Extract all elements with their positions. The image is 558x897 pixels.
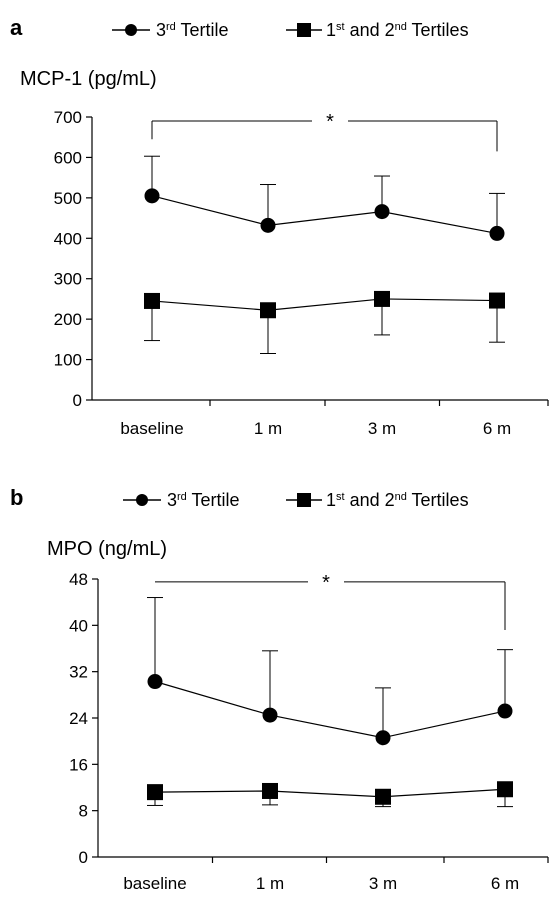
- legend-label-tertiles12: 1st and 2nd Tertiles: [326, 490, 469, 510]
- legend-square-marker: [297, 493, 311, 507]
- x-tick-label: 1 m: [254, 419, 282, 438]
- data-point-circle: [497, 703, 513, 719]
- y-axis-title: MCP-1 (pg/mL): [20, 68, 157, 90]
- y-tick-label: 40: [69, 616, 88, 635]
- y-tick-label: 700: [54, 108, 82, 127]
- series-tertile3: [144, 155, 505, 241]
- x-tick-label: 1 m: [256, 874, 284, 893]
- legend-circle-marker: [136, 494, 148, 506]
- series-tertiles12: [147, 781, 513, 808]
- data-point-square: [260, 302, 276, 319]
- legend-label-tertile3: 3rd Tertile: [156, 20, 229, 40]
- data-point-circle: [489, 225, 505, 241]
- y-tick-label: 16: [69, 755, 88, 774]
- x-tick-label: baseline: [120, 419, 183, 438]
- data-point-circle: [374, 204, 390, 220]
- y-tick-label: 32: [69, 663, 88, 682]
- y-tick-label: 24: [69, 709, 88, 728]
- panel-letter: b: [10, 485, 23, 510]
- data-point-circle: [144, 188, 160, 204]
- x-tick-label: 3 m: [368, 419, 396, 438]
- significance-bracket: *: [155, 572, 506, 630]
- series-line: [151, 195, 498, 235]
- y-tick-label: 400: [54, 229, 82, 248]
- legend-label-tertile3: 3rd Tertile: [167, 490, 240, 510]
- data-point-square: [374, 290, 390, 307]
- data-point-circle: [375, 730, 391, 746]
- legend-circle-marker: [125, 24, 137, 36]
- data-point-square: [144, 292, 160, 309]
- legend: 3rd Tertile 1st and 2nd Tertiles: [123, 490, 469, 510]
- y-tick-label: 100: [54, 351, 82, 370]
- x-tick-label: 6 m: [483, 419, 511, 438]
- data-point-circle: [147, 674, 163, 690]
- significance-star: *: [326, 111, 334, 133]
- y-tick-label: 500: [54, 189, 82, 208]
- y-tick-label: 300: [54, 270, 82, 289]
- y-tick-label: 600: [54, 148, 82, 167]
- panel-letter: a: [10, 15, 23, 40]
- data-point-square: [147, 784, 163, 801]
- x-tick-label: 3 m: [369, 874, 397, 893]
- data-point-circle: [262, 707, 278, 723]
- legend-label-tertiles12: 1st and 2nd Tertiles: [326, 20, 469, 40]
- y-tick-label: 200: [54, 310, 82, 329]
- data-point-square: [262, 782, 278, 799]
- y-tick-label: 8: [79, 802, 88, 821]
- legend: 3rd Tertile 1st and 2nd Tertiles: [112, 20, 469, 40]
- legend-square-marker: [297, 23, 311, 37]
- y-tick-label: 0: [73, 391, 82, 410]
- series-line: [151, 298, 498, 311]
- significance-bracket: *: [151, 111, 498, 152]
- y-tick-label: 48: [69, 570, 88, 589]
- data-point-square: [489, 292, 505, 309]
- series-tertiles12: [144, 290, 505, 355]
- x-tick-label: baseline: [123, 874, 186, 893]
- x-tick-label: 6 m: [491, 874, 519, 893]
- y-axis-title: MPO (ng/mL): [47, 538, 167, 560]
- data-point-circle: [260, 217, 276, 233]
- series-tertile3: [147, 597, 513, 746]
- significance-star: *: [322, 572, 330, 594]
- data-point-square: [497, 781, 513, 798]
- data-point-square: [375, 788, 391, 805]
- series-line: [154, 680, 506, 739]
- series-line: [154, 788, 506, 798]
- y-tick-label: 0: [79, 848, 88, 867]
